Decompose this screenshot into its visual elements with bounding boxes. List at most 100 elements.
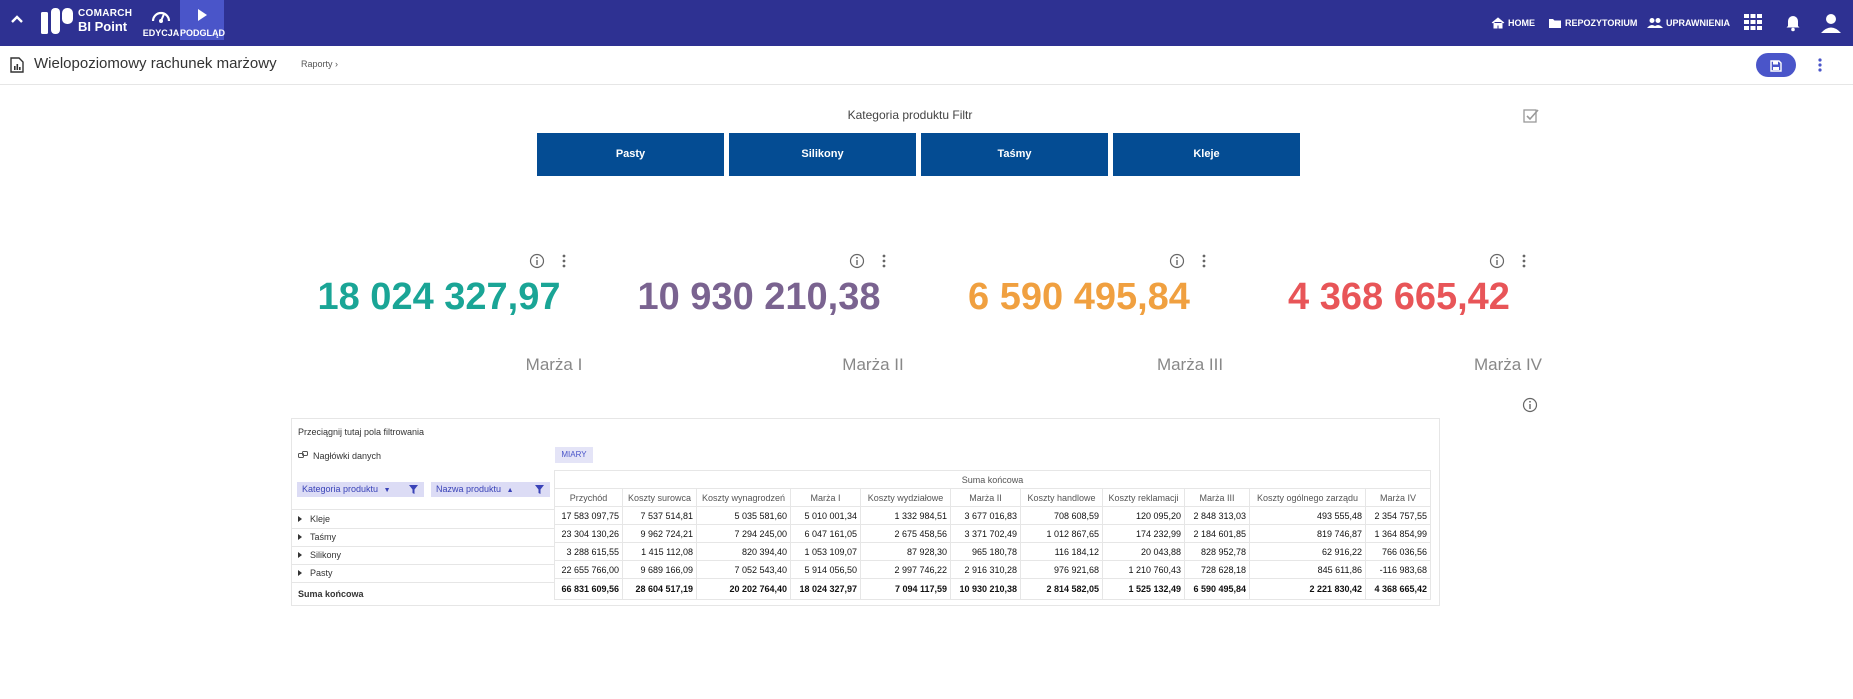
column-header[interactable]: Koszty reklamacji xyxy=(1102,488,1185,507)
row-label: Taśmy xyxy=(310,532,337,542)
total-cell: 7 094 117,59 xyxy=(860,578,951,600)
nav-repository-label: REPOZYTORIUM xyxy=(1565,18,1638,28)
kpi-label-marza-1: Marża I xyxy=(525,355,583,374)
kpi-label-marza-2: Marża II xyxy=(842,355,904,374)
column-header[interactable]: Koszty wydziałowe xyxy=(860,488,951,507)
kpi4-more-icon[interactable] xyxy=(1516,253,1532,269)
kpi-label-marza-3: Marża III xyxy=(1156,355,1224,374)
column-header[interactable]: Koszty wynagrodzeń xyxy=(696,488,791,507)
table-cell: 728 628,18 xyxy=(1184,560,1250,579)
checkbox-icon[interactable] xyxy=(1523,108,1539,124)
row-header-pasty[interactable]: Pasty xyxy=(298,564,333,582)
save-button[interactable] xyxy=(1756,53,1796,77)
pivot-info-icon[interactable] xyxy=(1522,397,1538,413)
save-icon xyxy=(1770,59,1782,77)
kpi3-more-icon[interactable] xyxy=(1196,253,1212,269)
column-header[interactable]: Marża III xyxy=(1184,488,1250,507)
bell-icon[interactable] xyxy=(1783,12,1803,32)
column-header[interactable]: Marża I xyxy=(790,488,861,507)
kpi-value-marza-1: 18 024 327,97 xyxy=(317,276,561,318)
total-cell: 66 831 609,56 xyxy=(554,578,623,600)
kpi1-info-icon[interactable] xyxy=(529,253,545,269)
play-icon xyxy=(180,7,224,25)
table-cell: 2 848 313,03 xyxy=(1184,506,1250,525)
row-header-tasmy[interactable]: Taśmy xyxy=(298,528,336,546)
table-row-kleje: 17 583 097,75 7 537 514,81 5 035 581,60 … xyxy=(554,506,1431,525)
row-label: Pasty xyxy=(310,568,333,578)
filter-icon[interactable] xyxy=(409,484,418,499)
edit-mode-button[interactable]: EDYCJA xyxy=(139,0,183,40)
data-headers-zone[interactable]: Nagłówki danych xyxy=(298,451,381,461)
kpi3-info-icon[interactable] xyxy=(1169,253,1185,269)
page-title-bar: Wielopoziomowy rachunek marżowy Raporty … xyxy=(0,46,1853,85)
measures-chip[interactable]: MIARY xyxy=(555,447,593,463)
total-cell: 28 604 517,19 xyxy=(622,578,697,600)
kpi1-more-icon[interactable] xyxy=(556,253,572,269)
filter-option-pasty[interactable]: Pasty xyxy=(537,133,724,176)
pivot-table: Przeciągnij tutaj pola filtrowania Nagłó… xyxy=(291,418,1440,606)
sort-asc-icon[interactable]: ▲ xyxy=(506,487,514,494)
row-divider xyxy=(292,582,554,583)
column-header[interactable]: Przychód xyxy=(554,488,623,507)
nav-home-label: HOME xyxy=(1508,18,1535,28)
kpi2-more-icon[interactable] xyxy=(876,253,892,269)
row-label: Kleje xyxy=(310,514,331,524)
row-divider xyxy=(292,528,554,529)
table-cell: 3 677 016,83 xyxy=(950,506,1021,525)
column-header[interactable]: Koszty handlowe xyxy=(1020,488,1103,507)
nav-home-link[interactable]: HOME xyxy=(1491,15,1535,31)
row-header-silikony[interactable]: Silikony xyxy=(298,546,341,564)
expand-arrow-icon[interactable] xyxy=(298,534,302,540)
table-cell: 820 394,40 xyxy=(696,542,791,561)
gauge-icon xyxy=(139,7,183,25)
expand-arrow-icon[interactable] xyxy=(298,516,302,522)
table-cell: 120 095,20 xyxy=(1102,506,1185,525)
total-cell: 2 814 582,05 xyxy=(1020,578,1103,600)
total-cell: 6 590 495,84 xyxy=(1184,578,1250,600)
row-header-kleje[interactable]: Kleje xyxy=(298,510,330,528)
total-cell: 2 221 830,42 xyxy=(1249,578,1366,600)
filter-option-silikony[interactable]: Silikony xyxy=(729,133,916,176)
nav-repository-link[interactable]: REPOZYTORIUM xyxy=(1548,15,1637,31)
column-header[interactable]: Marża II xyxy=(950,488,1021,507)
preview-mode-button[interactable]: PODGLĄD xyxy=(180,0,225,40)
breadcrumb[interactable]: Raporty › xyxy=(301,59,339,69)
row-divider xyxy=(292,564,554,565)
filter-icon[interactable] xyxy=(535,484,544,499)
sort-desc-icon[interactable]: ▼ xyxy=(383,487,391,494)
kpi2-info-icon[interactable] xyxy=(849,253,865,269)
column-header[interactable]: Marża IV xyxy=(1365,488,1431,507)
data-headers-label: Nagłówki danych xyxy=(313,451,382,461)
page-title: Wielopoziomowy rachunek marżowy xyxy=(34,55,277,72)
filter-title: Kategoria produktu Filtr xyxy=(847,108,973,122)
row-field-product-label: Nazwa produktu xyxy=(436,484,502,494)
table-cell: 7 052 543,40 xyxy=(696,560,791,579)
row-field-product[interactable]: Nazwa produktu ▲ xyxy=(431,482,550,497)
collapse-chevron-icon[interactable] xyxy=(8,12,26,32)
filter-drop-zone[interactable]: Przeciągnij tutaj pola filtrowania xyxy=(298,427,425,437)
filter-option-tasmy[interactable]: Taśmy xyxy=(921,133,1108,176)
table-cell: 62 916,22 xyxy=(1249,542,1366,561)
total-cell: 4 368 665,42 xyxy=(1365,578,1431,600)
expand-arrow-icon[interactable] xyxy=(298,552,302,558)
user-avatar-icon[interactable] xyxy=(1820,12,1841,33)
apps-grid-icon[interactable] xyxy=(1743,12,1763,32)
nav-permissions-link[interactable]: UPRAWNIENIA xyxy=(1647,15,1730,31)
more-options-icon[interactable] xyxy=(1816,56,1824,74)
brand-line1: COMARCH xyxy=(78,8,133,19)
kpi4-info-icon[interactable] xyxy=(1489,253,1505,269)
table-cell: 1 415 112,08 xyxy=(622,542,697,561)
table-cell: 87 928,30 xyxy=(860,542,951,561)
grand-total-row-header: Suma końcowa xyxy=(298,589,364,599)
expand-arrow-icon[interactable] xyxy=(298,570,302,576)
row-field-category[interactable]: Kategoria produktu ▼ xyxy=(297,482,424,497)
column-header[interactable]: Koszty surowca xyxy=(622,488,697,507)
table-cell: 708 608,59 xyxy=(1020,506,1103,525)
table-cell: 1 210 760,43 xyxy=(1102,560,1185,579)
table-cell: 22 655 766,00 xyxy=(554,560,623,579)
table-cell: 1 364 854,99 xyxy=(1365,524,1431,543)
column-header[interactable]: Koszty ogólnego zarządu xyxy=(1249,488,1366,507)
kpi-value-marza-3: 6 590 495,84 xyxy=(968,276,1190,318)
preview-mode-label: PODGLĄD xyxy=(180,28,225,38)
filter-option-kleje[interactable]: Kleje xyxy=(1113,133,1300,176)
